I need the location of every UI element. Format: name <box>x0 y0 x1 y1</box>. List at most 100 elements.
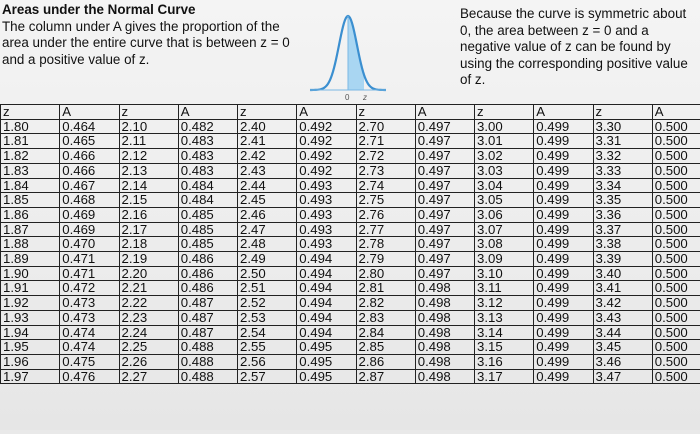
z-cell: 3.35 <box>593 193 652 208</box>
area-cell: 0.497 <box>415 252 474 267</box>
z-cell: 1.93 <box>1 310 60 325</box>
z-cell: 2.57 <box>238 369 297 384</box>
z-cell: 1.84 <box>1 178 60 193</box>
z-cell: 2.54 <box>238 325 297 340</box>
z-cell: 3.13 <box>475 310 534 325</box>
area-cell: 0.499 <box>534 222 593 237</box>
z-cell: 2.56 <box>238 354 297 369</box>
z-cell: 3.30 <box>593 119 652 134</box>
z-cell: 1.85 <box>1 193 60 208</box>
area-cell: 0.499 <box>534 266 593 281</box>
z-cell: 1.91 <box>1 281 60 296</box>
area-cell: 0.499 <box>534 178 593 193</box>
z-cell: 2.84 <box>356 325 415 340</box>
z-cell: 2.80 <box>356 266 415 281</box>
z-cell: 3.00 <box>475 119 534 134</box>
area-cell: 0.471 <box>60 252 119 267</box>
z-cell: 2.74 <box>356 178 415 193</box>
z-cell: 2.45 <box>238 193 297 208</box>
z-cell: 2.15 <box>119 193 178 208</box>
area-cell: 0.495 <box>297 340 356 355</box>
area-cell: 0.483 <box>178 149 237 164</box>
z-cell: 3.07 <box>475 222 534 237</box>
z-cell: 2.49 <box>238 252 297 267</box>
normal-curve-diagram: 0 z <box>308 4 388 102</box>
area-cell: 0.483 <box>178 163 237 178</box>
area-cell: 0.498 <box>415 369 474 384</box>
z-cell: 3.47 <box>593 369 652 384</box>
z-cell: 3.10 <box>475 266 534 281</box>
z-cell: 2.40 <box>238 119 297 134</box>
column-header: z <box>119 105 178 120</box>
area-cell: 0.488 <box>178 340 237 355</box>
z-cell: 3.17 <box>475 369 534 384</box>
area-cell: 0.498 <box>415 325 474 340</box>
z-cell: 3.32 <box>593 149 652 164</box>
z-cell: 2.70 <box>356 119 415 134</box>
column-header: z <box>1 105 60 120</box>
z-cell: 2.18 <box>119 237 178 252</box>
z-cell: 2.27 <box>119 369 178 384</box>
area-cell: 0.485 <box>178 222 237 237</box>
z-cell: 2.73 <box>356 163 415 178</box>
column-header: A <box>415 105 474 120</box>
area-cell: 0.499 <box>534 193 593 208</box>
area-cell: 0.469 <box>60 222 119 237</box>
column-header: A <box>297 105 356 120</box>
z-cell: 2.22 <box>119 296 178 311</box>
area-cell: 0.500 <box>652 340 700 355</box>
area-cell: 0.497 <box>415 163 474 178</box>
z-cell: 2.42 <box>238 149 297 164</box>
area-cell: 0.499 <box>534 296 593 311</box>
area-cell: 0.500 <box>652 119 700 134</box>
column-header: A <box>60 105 119 120</box>
area-cell: 0.500 <box>652 369 700 384</box>
area-cell: 0.492 <box>297 119 356 134</box>
area-cell: 0.473 <box>60 310 119 325</box>
area-cell: 0.494 <box>297 325 356 340</box>
area-cell: 0.470 <box>60 237 119 252</box>
area-cell: 0.498 <box>415 310 474 325</box>
area-cell: 0.500 <box>652 266 700 281</box>
column-header: A <box>652 105 700 120</box>
header-left: Areas under the Normal Curve The column … <box>2 2 302 68</box>
area-cell: 0.468 <box>60 193 119 208</box>
area-cell: 0.500 <box>652 207 700 222</box>
area-cell: 0.497 <box>415 237 474 252</box>
area-cell: 0.473 <box>60 296 119 311</box>
z-cell: 2.21 <box>119 281 178 296</box>
z-cell: 3.16 <box>475 354 534 369</box>
area-cell: 0.486 <box>178 252 237 267</box>
area-cell: 0.500 <box>652 252 700 267</box>
z-cell: 3.33 <box>593 163 652 178</box>
z-cell: 2.48 <box>238 237 297 252</box>
table-description: The column under A gives the proportion … <box>2 19 290 67</box>
z-cell: 2.16 <box>119 207 178 222</box>
z-cell: 3.46 <box>593 354 652 369</box>
z-cell: 2.79 <box>356 252 415 267</box>
area-cell: 0.500 <box>652 134 700 149</box>
z-cell: 2.50 <box>238 266 297 281</box>
z-cell: 1.94 <box>1 325 60 340</box>
z-cell: 3.43 <box>593 310 652 325</box>
z-cell: 1.88 <box>1 237 60 252</box>
z-cell: 1.97 <box>1 369 60 384</box>
z-cell: 3.01 <box>475 134 534 149</box>
area-cell: 0.493 <box>297 237 356 252</box>
area-cell: 0.484 <box>178 193 237 208</box>
z-cell: 2.76 <box>356 207 415 222</box>
page-title: Areas under the Normal Curve <box>2 2 302 19</box>
z-cell: 3.06 <box>475 207 534 222</box>
area-cell: 0.497 <box>415 193 474 208</box>
z-cell: 3.39 <box>593 252 652 267</box>
area-cell: 0.499 <box>534 281 593 296</box>
z-cell: 2.82 <box>356 296 415 311</box>
